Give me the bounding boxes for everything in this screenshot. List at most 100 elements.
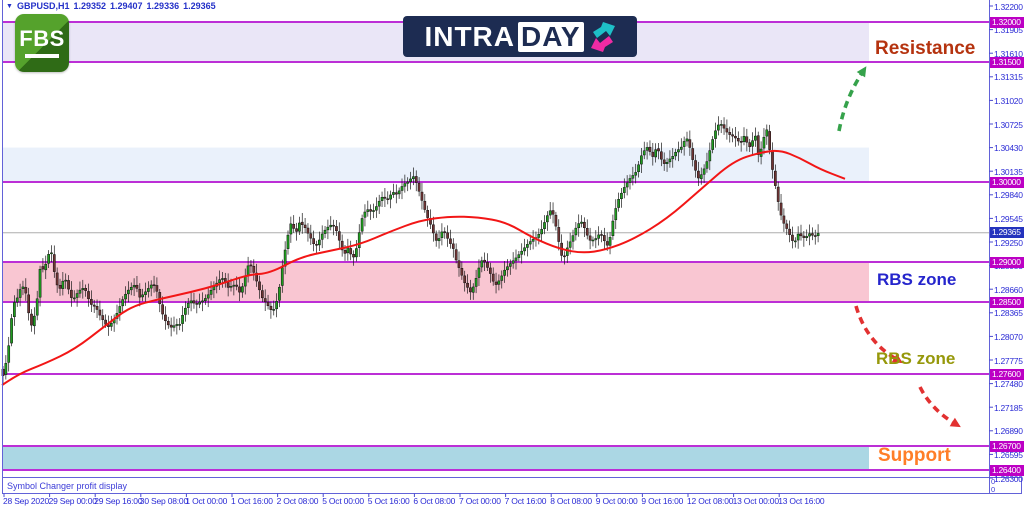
candle [699, 167, 703, 185]
candle [449, 229, 452, 249]
candle [41, 258, 45, 273]
candle [557, 219, 561, 251]
candle [813, 229, 817, 245]
level-price-box: 1.28500 [990, 296, 1024, 308]
collapse-toggle-icon[interactable]: ▼ [6, 3, 13, 10]
candle [591, 236, 595, 247]
candle [258, 275, 261, 299]
price-tick-label: 1.31315 [994, 72, 1023, 83]
candle [155, 277, 159, 299]
candle [81, 279, 85, 299]
cyan-up-arrow-glyph [592, 21, 615, 38]
support-zone-cyan [2, 446, 869, 470]
candle [585, 219, 589, 240]
candle [785, 219, 789, 236]
price-tick-label: 1.26890 [994, 426, 1023, 437]
price-tick-label: 1.31020 [994, 95, 1023, 106]
candle [263, 289, 267, 311]
open-value: 1.29352 [73, 1, 106, 11]
candle [662, 152, 666, 171]
candle [169, 317, 173, 337]
fbs-logo-text: FBS [19, 26, 65, 51]
price-tick-label: 1.28070 [994, 331, 1023, 342]
candle [241, 283, 244, 298]
candle [135, 276, 139, 293]
candle [651, 142, 655, 166]
candle [394, 184, 398, 204]
candle [500, 270, 504, 289]
candle [788, 220, 791, 243]
candle [252, 259, 256, 281]
candle [366, 200, 370, 217]
candle [232, 280, 236, 296]
candle [457, 251, 461, 277]
candle [711, 136, 714, 154]
fbs-logo-underline [25, 54, 59, 58]
candle [528, 234, 532, 251]
candle [617, 192, 620, 212]
candle [486, 253, 489, 271]
candle [571, 229, 575, 250]
price-tick-label: 1.28365 [994, 308, 1023, 319]
candle [306, 223, 310, 242]
candle [90, 290, 93, 312]
candle [719, 119, 723, 134]
candle [434, 230, 438, 247]
subwindow-scale-top: 0 [991, 477, 996, 486]
candle [432, 216, 435, 242]
time-tick-label: 9 Oct 16:00 [641, 496, 684, 506]
candle [511, 252, 515, 269]
candle [349, 240, 353, 261]
candle [221, 271, 224, 288]
candle [466, 274, 469, 294]
candle [409, 171, 412, 190]
candle [141, 288, 145, 302]
candle [340, 234, 344, 257]
candle [580, 215, 583, 228]
candle [565, 240, 569, 263]
candle [642, 141, 646, 160]
candle [597, 226, 600, 246]
time-tick-label: 1 Oct 00:00 [185, 496, 228, 506]
candle [355, 240, 358, 262]
candle [352, 250, 355, 266]
candle [588, 227, 592, 250]
time-tick-label: 13 Oct 16:00 [778, 496, 825, 506]
candle [722, 117, 726, 135]
candle [808, 224, 811, 246]
candle [611, 214, 615, 240]
candle [657, 143, 660, 160]
candle [201, 292, 204, 312]
candle [731, 128, 734, 143]
candle [166, 316, 170, 329]
candle [400, 178, 404, 200]
candle [417, 177, 421, 197]
candlestick-series [1, 116, 820, 385]
candle [728, 126, 732, 143]
close-value: 1.29365 [183, 1, 216, 11]
price-tick-label: 1.31610 [994, 48, 1023, 59]
level-price-box: 1.30000 [990, 176, 1024, 188]
candle [403, 174, 407, 193]
candle [583, 217, 586, 237]
candle [531, 230, 535, 250]
candle [332, 219, 335, 236]
time-tick-label: 7 Oct 16:00 [504, 496, 547, 506]
candle [10, 313, 13, 347]
candle [392, 183, 395, 198]
candle [793, 237, 797, 248]
candle [164, 306, 167, 330]
rbs-zone-pink [2, 262, 869, 302]
candle [682, 136, 686, 156]
candle [799, 224, 803, 241]
candle [360, 214, 364, 235]
candle [98, 300, 102, 321]
candle [377, 194, 381, 214]
candle [489, 262, 492, 283]
candle [437, 230, 441, 249]
candle [326, 219, 330, 240]
candle [380, 191, 384, 208]
current-price-box: 1.29365 [990, 227, 1024, 239]
candle [423, 194, 427, 213]
